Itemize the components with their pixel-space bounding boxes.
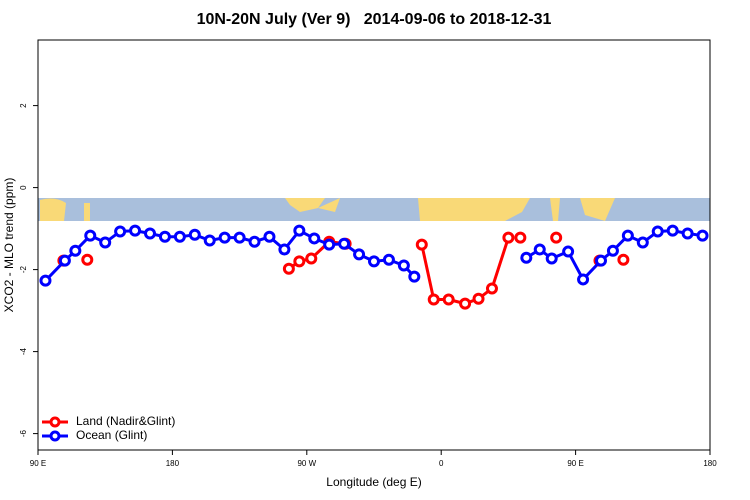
point — [681, 227, 694, 240]
point — [282, 262, 295, 275]
point — [129, 224, 142, 237]
point — [248, 235, 261, 248]
point — [408, 270, 421, 283]
map-strip — [38, 198, 710, 221]
y-tick-label: -2 — [19, 265, 28, 273]
point — [472, 292, 485, 305]
point — [81, 253, 94, 266]
y-axis-label: XCO2 - MLO trend (ppm) — [2, 178, 16, 313]
point — [617, 253, 630, 266]
point — [545, 252, 558, 265]
point — [442, 293, 455, 306]
point — [293, 224, 306, 237]
point — [158, 230, 171, 243]
plot-frame — [37, 39, 711, 451]
point — [550, 231, 563, 244]
point — [278, 243, 291, 256]
point — [415, 238, 428, 251]
y-tick-label: 2 — [19, 103, 28, 108]
point — [203, 234, 216, 247]
point — [218, 231, 231, 244]
point — [606, 244, 619, 257]
point — [114, 225, 127, 238]
legend-marker — [49, 416, 61, 428]
legend-label: Land (Nadir&Glint) — [76, 414, 175, 428]
y-tick-label: -4 — [19, 347, 28, 355]
x-tick-label: 180 — [703, 459, 717, 468]
point — [353, 248, 366, 261]
point — [520, 251, 533, 264]
x-tick-label: 180 — [166, 459, 180, 468]
point — [397, 259, 410, 272]
point — [636, 236, 649, 249]
point — [58, 254, 71, 267]
point — [144, 227, 156, 240]
chart-title: 10N-20N July (Ver 9) 2014-09-06 to 2018-… — [197, 11, 552, 28]
point — [293, 255, 306, 268]
point — [338, 237, 351, 250]
point — [514, 231, 527, 244]
point — [427, 293, 440, 306]
point — [577, 273, 590, 286]
point — [562, 245, 575, 258]
y-tick-label: -6 — [19, 429, 28, 437]
point — [99, 236, 112, 249]
point — [308, 232, 321, 245]
point — [502, 231, 515, 244]
point — [485, 282, 498, 295]
x-tick-label: 0 — [439, 459, 444, 468]
point — [696, 229, 709, 242]
point — [594, 254, 607, 267]
x-tick-label: 90 E — [567, 459, 583, 468]
x-tick-label: 90 E — [30, 459, 46, 468]
point — [233, 231, 246, 244]
point — [188, 228, 201, 241]
point — [459, 297, 472, 310]
point — [305, 252, 318, 265]
point — [621, 229, 634, 242]
point — [651, 225, 664, 238]
point — [323, 238, 336, 251]
x-axis-label: Longitude (deg E) — [326, 475, 421, 489]
point — [368, 255, 380, 268]
point — [69, 244, 82, 257]
point — [173, 230, 186, 243]
x-tick-label: 90 W — [297, 459, 316, 468]
point — [533, 243, 546, 256]
legend-marker — [49, 430, 61, 442]
point — [39, 274, 52, 287]
point — [382, 253, 395, 266]
y-tick-label: 0 — [19, 185, 28, 190]
point — [263, 230, 276, 243]
point — [84, 229, 97, 242]
point — [666, 224, 679, 237]
legend-label: Ocean (Glint) — [76, 428, 147, 442]
